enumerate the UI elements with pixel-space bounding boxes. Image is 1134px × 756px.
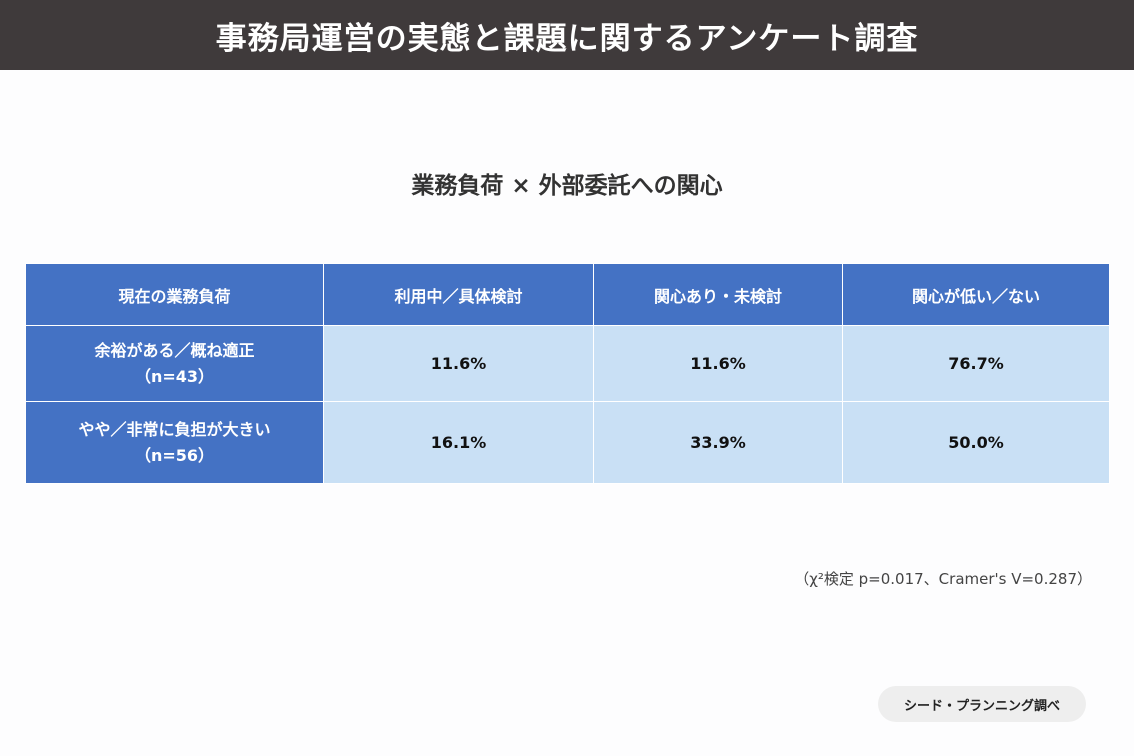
table-cell: 11.6%	[323, 325, 594, 402]
table-cell: 50.0%	[842, 401, 1110, 484]
table-header-row: 現在の業務負荷 利用中／具体検討 関心あり・未検討 関心が低い／ない	[25, 263, 1110, 326]
page-title: 事務局運営の実態と課題に関するアンケート調査	[215, 20, 919, 57]
table-row: 余裕がある／概ね適正 （n=43） 11.6% 11.6% 76.7%	[25, 325, 1110, 402]
row-header: やや／非常に負担が大きい （n=56）	[25, 401, 324, 484]
column-header-not-interested: 関心が低い／ない	[842, 263, 1110, 326]
statistics-note: （χ²検定 p=0.017、Cramer's V=0.287）	[794, 570, 1092, 588]
column-header-interested: 関心あり・未検討	[593, 263, 843, 326]
column-header-workload: 現在の業務負荷	[25, 263, 324, 326]
column-header-in-use: 利用中／具体検討	[323, 263, 594, 326]
table-cell: 76.7%	[842, 325, 1110, 402]
table-subtitle: 業務負荷 × 外部委託への関心	[411, 173, 723, 199]
header-bar: 事務局運営の実態と課題に関するアンケート調査	[0, 0, 1134, 70]
row-sample-size: （n=43）	[134, 366, 215, 386]
crosstab-table: 現在の業務負荷 利用中／具体検討 関心あり・未検討 関心が低い／ない 余裕がある…	[25, 263, 1110, 484]
row-header: 余裕がある／概ね適正 （n=43）	[25, 325, 324, 402]
table-cell: 11.6%	[593, 325, 843, 402]
source-badge: シード・プランニング調べ	[878, 686, 1086, 722]
row-label: やや／非常に負担が大きい	[78, 419, 271, 439]
table-cell: 33.9%	[593, 401, 843, 484]
table-cell: 16.1%	[323, 401, 594, 484]
table-row: やや／非常に負担が大きい （n=56） 16.1% 33.9% 50.0%	[25, 401, 1110, 484]
row-label: 余裕がある／概ね適正	[94, 340, 255, 360]
row-sample-size: （n=56）	[134, 445, 215, 465]
